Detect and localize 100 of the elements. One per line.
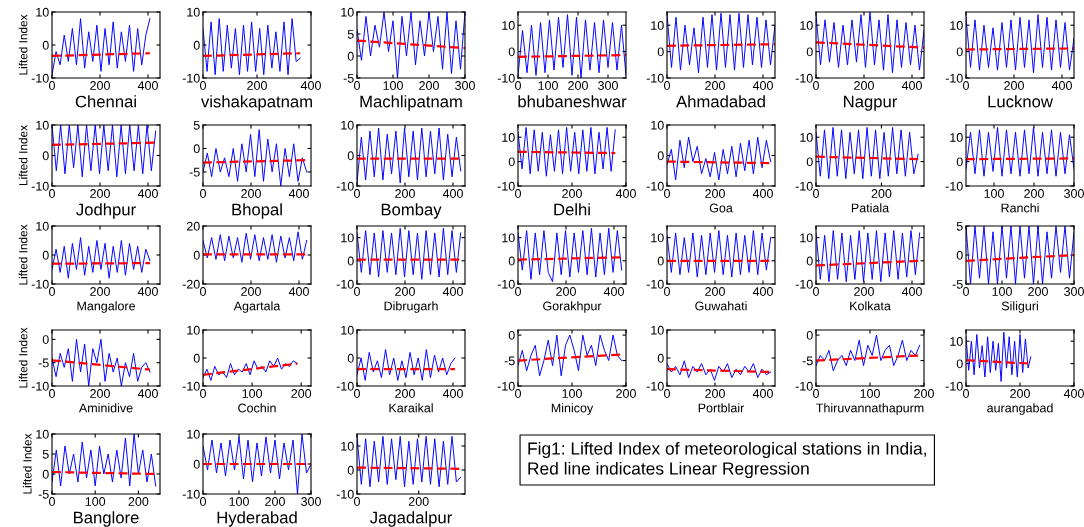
x-tick-label: 0 xyxy=(49,497,55,506)
y-tick-label: -5 xyxy=(38,489,49,499)
x-tick-label: 100 xyxy=(562,389,582,398)
y-tick-label: 10 xyxy=(341,7,354,17)
x-tick-label: 400 xyxy=(901,287,922,296)
x-tick-label: 200 xyxy=(616,389,636,398)
line-series xyxy=(203,434,311,494)
y-tick-label: -10 xyxy=(31,381,49,391)
x-tick-label: 200 xyxy=(265,497,285,506)
y-tick-label: 0 xyxy=(806,157,813,167)
x-tick-label: 200 xyxy=(562,189,582,198)
x-tick-label: 0 xyxy=(200,287,206,296)
y-tick-label: -5 xyxy=(189,167,200,177)
x-tick-label: 0 xyxy=(664,189,670,198)
x-tick-label: 100 xyxy=(860,389,880,398)
x-tick-label: 100 xyxy=(984,189,1004,198)
x-tick-label: 300 xyxy=(598,81,618,90)
y-tick-label: 0 xyxy=(347,151,354,161)
x-tick-label: 400 xyxy=(752,189,773,198)
x-tick-label: 400 xyxy=(442,287,463,296)
y-tick-label: -10 xyxy=(497,73,515,83)
line-series xyxy=(667,360,772,381)
x-tick-label: 0 xyxy=(515,81,521,90)
x-tick-label: 200 xyxy=(90,389,110,398)
x-axis-title: Ranchi xyxy=(1001,203,1039,213)
y-tick-label: 0 xyxy=(193,250,200,260)
x-tick-label: 200 xyxy=(247,81,267,90)
x-tick-label: 200 xyxy=(241,189,261,198)
y-tick-label: -10 xyxy=(336,181,354,191)
y-tick-label: 0 xyxy=(42,250,49,260)
line-series xyxy=(357,227,462,280)
x-tick-label: 0 xyxy=(813,287,819,296)
line-series xyxy=(518,126,616,177)
x-axis-title: Cochin xyxy=(238,403,276,413)
x-axis-title: vishakapatnam xyxy=(201,95,312,111)
x-tick-label: 100 xyxy=(85,497,106,506)
x-tick-label: 400 xyxy=(901,81,922,90)
y-tick-label: 0 xyxy=(193,459,200,469)
x-tick-label: 200 xyxy=(395,389,415,398)
line-series xyxy=(518,227,623,283)
line-series xyxy=(966,331,1032,383)
line-series xyxy=(667,136,772,181)
x-tick-label: 400 xyxy=(288,189,309,198)
y-tick-label: -10 xyxy=(182,381,200,391)
y-tick-label: -10 xyxy=(945,381,963,391)
y-tick-label: 0 xyxy=(42,335,49,344)
x-tick-label: 0 xyxy=(354,189,360,198)
x-tick-label: 400 xyxy=(1051,81,1072,90)
x-axis-title: Patiala xyxy=(851,203,890,213)
y-tick-label: -5 xyxy=(504,356,515,366)
x-tick-label: 0 xyxy=(200,81,206,90)
y-tick-label: -10 xyxy=(646,381,664,391)
y-axis-title: Lifted Index xyxy=(18,224,28,285)
x-axis-title: aurangabad xyxy=(987,403,1053,415)
y-tick-label: 0 xyxy=(657,47,664,57)
x-axis-title: Portblair xyxy=(698,403,745,413)
line-series xyxy=(52,338,151,386)
y-tick-label: 10 xyxy=(341,441,354,451)
y-tick-label: -10 xyxy=(795,181,813,191)
x-tick-label: 200 xyxy=(90,81,110,90)
y-tick-label: 10 xyxy=(187,7,200,17)
x-tick-label: 100 xyxy=(992,287,1012,296)
y-tick-label: -10 xyxy=(31,73,49,83)
x-tick-label: 0 xyxy=(200,497,206,506)
line-series xyxy=(357,127,462,184)
y-tick-label: 10 xyxy=(502,133,515,142)
x-tick-label: 100 xyxy=(383,81,403,90)
x-tick-label: 0 xyxy=(354,287,360,296)
y-tick-label: 0 xyxy=(508,330,515,340)
y-tick-label: 10 xyxy=(800,233,813,243)
x-tick-label: 0 xyxy=(664,81,670,90)
y-tick-label: -5 xyxy=(802,356,813,366)
x-tick-label: 0 xyxy=(963,389,969,398)
x-axis-title: Machlipatnam xyxy=(360,95,462,111)
y-tick-label: 10 xyxy=(502,233,515,243)
y-tick-label: 10 xyxy=(36,429,49,439)
x-axis-title: Hyderabad xyxy=(217,511,297,527)
x-tick-label: 200 xyxy=(1028,287,1048,296)
x-tick-label: 400 xyxy=(442,389,463,398)
line-series xyxy=(816,230,921,283)
line-series xyxy=(966,226,1074,284)
x-tick-label: 200 xyxy=(705,389,725,398)
x-axis-title: Thiruvannathapurm xyxy=(816,403,924,415)
y-tick-label: 0 xyxy=(508,157,515,167)
x-tick-label: 200 xyxy=(408,497,429,506)
y-tick-label: 0 xyxy=(347,353,354,363)
y-tick-label: 10 xyxy=(341,233,354,243)
x-tick-label: 0 xyxy=(813,189,819,198)
y-tick-label: 10 xyxy=(651,233,664,243)
y-axis-title: Lifted Index xyxy=(18,14,28,75)
y-tick-label: -10 xyxy=(31,181,49,191)
x-tick-label: 0 xyxy=(963,81,969,90)
x-axis-title: Ahmadabad xyxy=(676,95,765,108)
y-tick-label: 0 xyxy=(42,151,49,161)
y-tick-label: 0 xyxy=(956,47,963,57)
y-tick-label: -10 xyxy=(795,73,813,83)
x-tick-label: 400 xyxy=(752,389,773,398)
x-tick-label: 400 xyxy=(137,189,158,198)
y-tick-label: 0 xyxy=(657,256,664,266)
x-axis-title: Guwahati xyxy=(695,301,747,311)
